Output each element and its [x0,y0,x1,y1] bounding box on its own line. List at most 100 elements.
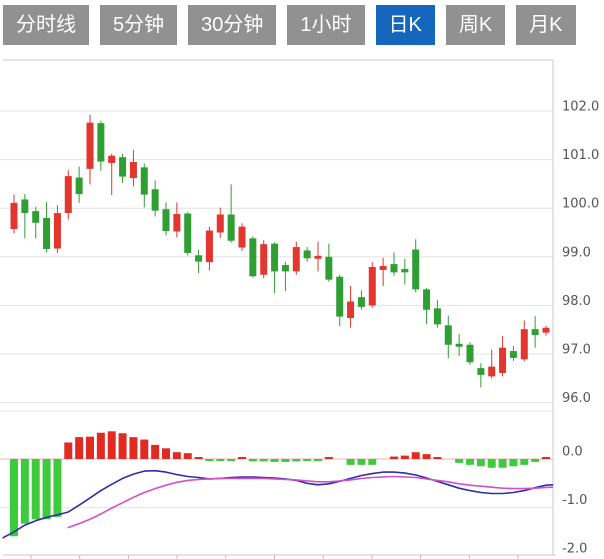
macd-bar-down [281,459,290,462]
macd-bar-up [64,442,73,459]
candle-down [249,238,257,277]
candle-up [488,366,496,377]
macd-histogram [10,431,550,537]
candle-up [368,267,376,306]
candle-down [412,249,420,290]
tab-monthly-k[interactable]: 月K [516,5,576,45]
macd-bar-down [531,459,540,462]
y-axis-labels: 102.0 101.0 100.0 99.0 98.0 97.0 96.0 0.0 -1.0 -2… [562,100,599,557]
macd-bar-down [357,459,366,465]
macd-bar-down [368,459,377,465]
macd-bar-down [476,459,485,467]
macd-bar-down [520,459,529,465]
tab-daily-k[interactable]: 日K [375,5,435,45]
macd-bar-down [53,459,62,517]
candle-down [32,211,40,223]
macd-bar-up [389,456,398,459]
x-axis-ticks [30,555,519,559]
macd-bar-down [216,459,225,461]
candle-down [119,157,127,177]
candle-up [238,226,246,248]
candle-down [227,214,235,241]
candle-up [216,214,224,233]
macd-bar-up [194,457,203,459]
candle-down [455,343,463,347]
candle-down [162,209,170,232]
candle-up [499,347,507,373]
tab-30min[interactable]: 30分钟 [188,5,277,45]
dea-line [67,475,554,529]
candle-down [43,217,51,250]
candle-down [423,289,431,310]
tab-5min[interactable]: 5分钟 [100,5,178,45]
macd-bar-down [346,459,355,465]
macd-bar-down [465,459,474,465]
macd-bar-down [20,459,29,524]
candle-up [292,247,300,272]
candle-down [357,297,365,307]
macd-axis-label: 0.0 [562,445,583,460]
candle-down [401,268,409,273]
macd-bar-up [541,457,550,459]
macd-bar-up [107,431,116,459]
macd-bar-down [487,459,496,468]
price-axis-label: 100.0 [562,197,599,212]
candle-up [260,244,268,275]
macd-axis-label: -1.0 [562,493,587,508]
candle-up [64,176,72,214]
candle-up [542,327,550,333]
candle-down [466,344,474,363]
tab-timeline[interactable]: 分时线 [3,5,89,45]
candle-down [509,351,517,358]
candle-up [173,214,181,232]
candle-up [205,230,213,263]
macd-bar-up [85,436,94,459]
candle-down [477,368,485,375]
macd-bar-down [292,459,301,462]
timeframe-tabbar: 分时线 5分钟 30分钟 1小时 日K 周K 月K [3,5,576,45]
candle-down [75,177,83,195]
candle-down [195,255,203,262]
macd-bar-up [151,444,160,459]
tab-1hour[interactable]: 1小时 [287,5,365,45]
candle-up [520,329,528,360]
candle-down [21,199,29,214]
macd-bar-down [227,459,236,461]
candle-up [314,255,322,259]
candle-down [336,276,344,317]
candlestick-panel [10,114,550,388]
macd-bar-up [161,448,170,459]
candle-down [444,325,452,345]
candle-down [184,213,192,253]
macd-bar-up [96,432,105,459]
macd-bar-up [433,457,442,459]
macd-bar-up [237,457,246,459]
macd-bar-up [400,455,409,459]
macd-bar-down [455,459,464,463]
price-axis-label: 98.0 [562,294,591,309]
candle-down [531,329,539,336]
macd-bar-up [129,437,138,459]
price-axis-label: 101.0 [562,148,599,163]
candle-down [281,265,289,272]
macd-bar-down [10,459,18,537]
candle-down [271,243,279,272]
candle-down [97,123,105,162]
candle-down [390,264,398,273]
tab-weekly-k[interactable]: 周K [445,5,506,45]
price-axis-label: 97.0 [562,343,591,358]
chart-border [0,59,556,556]
macd-bar-up [172,452,181,459]
candle-down [140,167,148,195]
price-axis-label: 99.0 [562,245,591,260]
candle-up [10,202,18,230]
candle-down [325,256,333,280]
macd-bar-down [509,459,518,467]
macd-bar-up [324,457,333,459]
macd-axis-label: -2.0 [562,542,587,557]
dif-line [2,469,554,539]
candle-down [433,308,441,325]
macd-bar-down [205,459,214,461]
candle-up [108,155,116,164]
